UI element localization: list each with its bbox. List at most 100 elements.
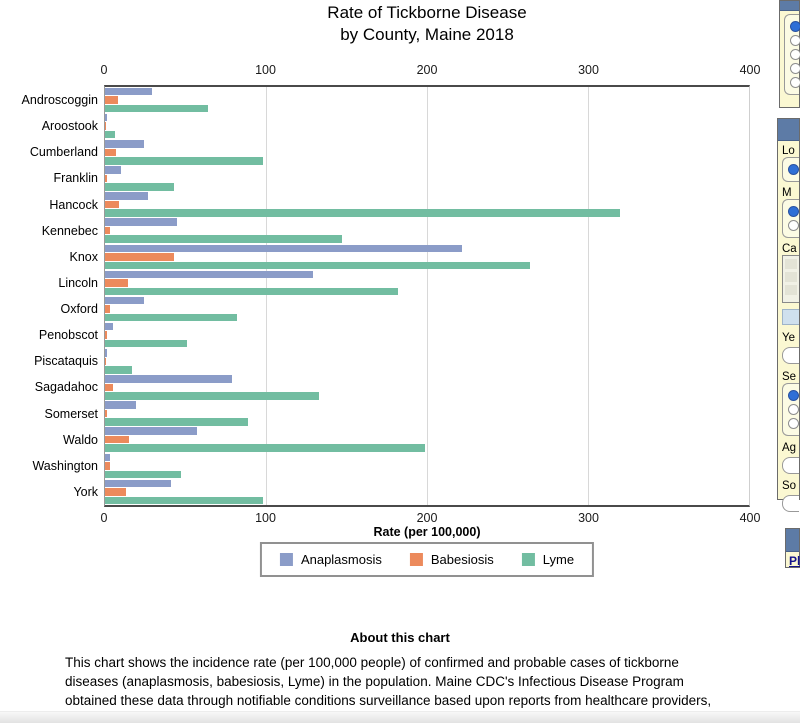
side-panel-top-radio-group xyxy=(784,14,800,95)
bar-lyme-lincoln xyxy=(105,287,399,296)
county-row: Hancock xyxy=(49,192,749,218)
county-label: Oxford xyxy=(60,302,98,317)
chart-title: Rate of Tickborne Disease by County, Mai… xyxy=(104,2,750,47)
bar-anaplasmosis-hancock xyxy=(105,192,149,200)
bar-lyme-oxford xyxy=(105,313,238,322)
legend-item-lyme: Lyme xyxy=(521,552,574,567)
bar-lyme-franklin xyxy=(105,183,175,191)
county-label: Waldo xyxy=(63,432,98,447)
source-dropdown[interactable] xyxy=(782,495,799,512)
county-label: Knox xyxy=(69,249,99,264)
county-label: York xyxy=(73,484,98,499)
bar-babesiosis-york xyxy=(105,488,126,496)
gridline xyxy=(266,87,267,505)
bar-lyme-york xyxy=(105,496,263,505)
x-tick-label: 400 xyxy=(739,511,761,525)
gridline xyxy=(427,87,428,505)
bar-anaplasmosis-sagadahoc xyxy=(105,375,233,383)
county-row: York xyxy=(73,479,749,505)
bar-lyme-sagadahoc xyxy=(105,392,320,400)
county-row: Knox xyxy=(70,244,749,270)
side-panel-plot-header xyxy=(786,529,799,552)
radio-selected[interactable] xyxy=(790,21,800,32)
x-axis-bottom-ticks: 0 100 200 300 400 xyxy=(101,511,761,526)
category-button[interactable] xyxy=(782,309,799,325)
listbox-item[interactable] xyxy=(785,259,797,269)
x-tick-label: 300 xyxy=(578,511,599,525)
age-dropdown[interactable] xyxy=(782,457,799,474)
radio[interactable] xyxy=(790,49,800,60)
x-axis-label: Rate (per 100,000) xyxy=(373,525,481,539)
x-tick-label: 200 xyxy=(416,511,438,525)
radio[interactable] xyxy=(790,77,800,88)
category-label: Ca xyxy=(782,243,797,255)
county-row: Oxford xyxy=(60,296,749,322)
county-label: Washington xyxy=(32,458,98,473)
radio[interactable] xyxy=(790,35,800,46)
page-bottom-strip xyxy=(0,711,800,723)
x-tick-label: 100 xyxy=(255,511,276,525)
county-row: Waldo xyxy=(63,427,749,453)
side-panel-plot: Pl xyxy=(785,528,800,568)
side-panel-filters-header xyxy=(778,119,799,141)
county-row: Kennebec xyxy=(42,218,749,244)
year-dropdown[interactable] xyxy=(782,347,799,364)
location-label: Lo xyxy=(782,145,795,157)
county-label: Piscataquis xyxy=(34,354,98,369)
x-tick-label: 0 xyxy=(100,63,108,77)
county-row: Sagadahoc xyxy=(35,374,749,400)
radio-selected[interactable] xyxy=(788,164,799,175)
listbox-item[interactable] xyxy=(785,272,797,282)
bar-anaplasmosis-knox xyxy=(105,244,463,253)
age-label: Ag xyxy=(782,442,797,454)
legend-item-babesiosis: Babesiosis xyxy=(409,552,494,567)
radio-selected[interactable] xyxy=(788,206,799,217)
listbox-item[interactable] xyxy=(785,285,797,295)
bar-lyme-aroostook xyxy=(105,130,115,139)
radio[interactable] xyxy=(790,63,800,74)
radio[interactable] xyxy=(788,404,799,415)
county-label: Franklin xyxy=(53,171,98,186)
legend-label: Babesiosis xyxy=(430,552,494,567)
x-tick-label: 400 xyxy=(739,63,761,77)
radio-selected[interactable] xyxy=(788,390,799,401)
bar-lyme-knox xyxy=(105,261,531,270)
bar-anaplasmosis-penobscot xyxy=(105,322,114,331)
legend-swatch xyxy=(521,553,535,566)
side-panel-top xyxy=(779,0,800,108)
county-row: Cumberland xyxy=(30,139,749,165)
source-label: So xyxy=(782,480,797,492)
radio[interactable] xyxy=(788,220,799,231)
plot-link[interactable]: Pl xyxy=(789,554,800,568)
sex-radio-group xyxy=(782,383,799,436)
legend-swatch xyxy=(409,553,423,566)
x-tick-label: 300 xyxy=(578,63,599,77)
bar-anaplasmosis-oxford xyxy=(105,296,144,305)
bar-anaplasmosis-waldo xyxy=(105,427,197,435)
bar-lyme-somerset xyxy=(105,418,249,426)
bar-babesiosis-franklin xyxy=(105,174,107,183)
county-row: Franklin xyxy=(54,165,749,191)
plot-area: Androscoggin Aroostook Cumberland Franklin H… xyxy=(22,85,750,507)
bar-babesiosis-cumberland xyxy=(105,148,117,157)
county-label: Cumberland xyxy=(29,145,98,160)
sex-label: Se xyxy=(782,371,797,383)
bar-anaplasmosis-lincoln xyxy=(105,270,313,279)
bar-lyme-hancock xyxy=(105,209,621,217)
bar-lyme-androscoggin xyxy=(105,104,209,113)
bar-anaplasmosis-cumberland xyxy=(105,140,144,148)
bar-anaplasmosis-androscoggin xyxy=(105,87,152,96)
category-listbox[interactable] xyxy=(782,255,799,303)
bar-anaplasmosis-piscataquis xyxy=(105,349,107,357)
county-label: Sagadahoc xyxy=(34,380,98,395)
x-tick-label: 200 xyxy=(416,63,438,77)
bar-babesiosis-aroostook xyxy=(105,122,106,130)
bar-lyme-washington xyxy=(105,470,181,479)
radio[interactable] xyxy=(788,418,799,429)
county-row: Penobscot xyxy=(39,322,749,348)
x-axis-top-ticks: 0 100 200 300 400 xyxy=(100,63,761,78)
measure-label: M xyxy=(782,187,792,199)
county-row: Lincoln xyxy=(58,270,749,296)
bar-anaplasmosis-aroostook xyxy=(105,113,107,122)
